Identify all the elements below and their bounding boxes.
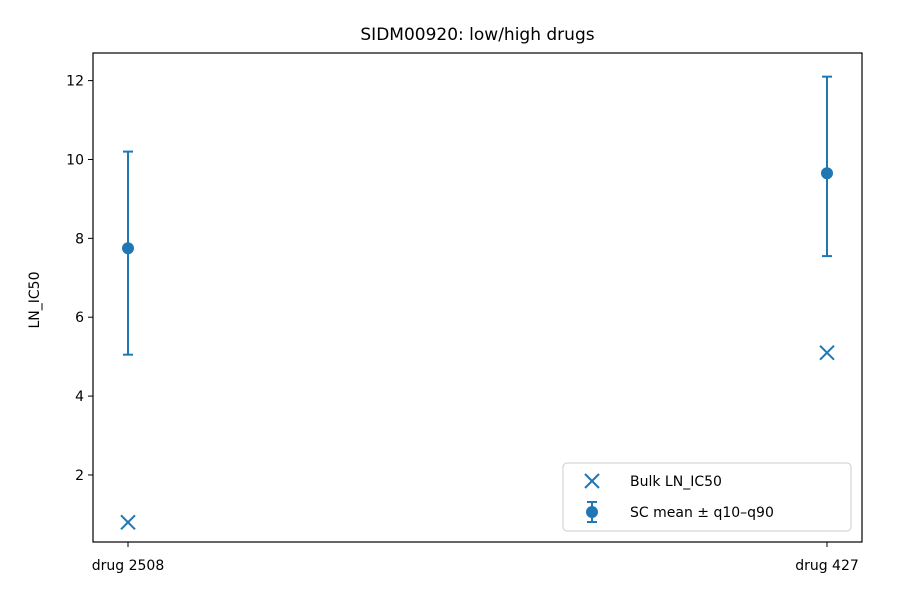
bulk-point [819, 345, 835, 361]
legend: Bulk LN_IC50 SC mean ± q10–q90 [562, 462, 852, 532]
legend-frame [562, 462, 852, 532]
y-tick-label: 8 [75, 231, 84, 247]
y-tick-label: 10 [66, 152, 84, 168]
legend-marker-stroke [584, 473, 600, 489]
bulk-point-stroke [120, 514, 136, 530]
y-axis-label: LN_IC50 [27, 272, 43, 329]
legend-marker-bulk [584, 473, 600, 489]
legend-label-bulk: Bulk LN_IC50 [630, 474, 722, 490]
legend-marker-sc [586, 501, 598, 523]
sc-mean-point [821, 167, 833, 180]
legend-marker-dot [586, 506, 598, 518]
sc-mean-point [122, 242, 134, 255]
bulk-point [120, 514, 136, 530]
legend-label-sc: SC mean ± q10–q90 [630, 505, 774, 521]
bulk-point-stroke [819, 345, 835, 361]
chart-title: SIDM00920: low/high drugs [360, 25, 594, 45]
y-tick-label: 12 [66, 74, 84, 90]
y-tick-label: 2 [75, 468, 84, 484]
axes-frame [92, 52, 863, 543]
y-tick-label: 6 [75, 310, 84, 326]
x-tick-label: drug 2508 [92, 558, 164, 574]
y-tick-label: 4 [75, 389, 84, 405]
x-tick-label: drug 427 [795, 558, 859, 574]
plot-area: 2 4 6 8 10 12 drug 2508 drug 427 [66, 74, 859, 574]
